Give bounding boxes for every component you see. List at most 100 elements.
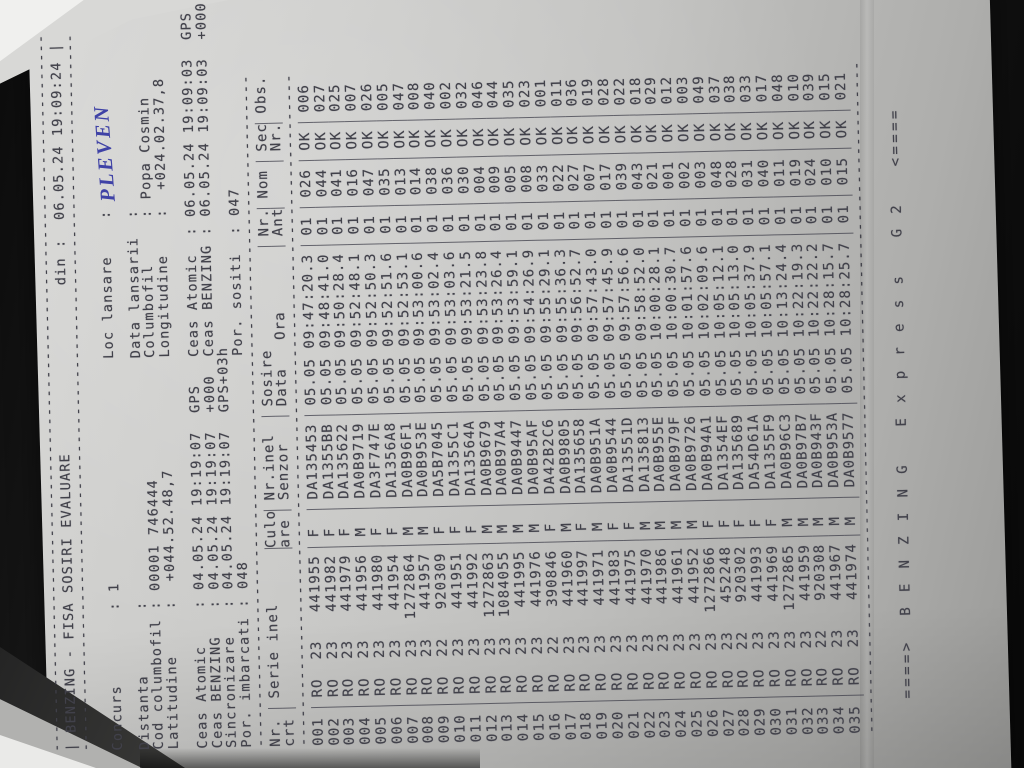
cell: 01 (409, 205, 427, 244)
cell: F (716, 500, 734, 539)
cell: 01 (378, 206, 396, 245)
cell: 039 (614, 153, 632, 202)
cell: 01 (725, 198, 743, 237)
cell: 007 (404, 715, 422, 744)
cell: 034 (831, 705, 848, 735)
cell: OK (755, 112, 773, 151)
cell: 009 (436, 714, 454, 744)
cell: 022 (641, 709, 659, 739)
cell: OK (344, 121, 362, 161)
cell: Nr. (267, 122, 285, 162)
footer-line: ====> B E N Z I N G E x p r e s s G 2 <=… (886, 107, 917, 699)
cell: 033 (535, 155, 553, 203)
cell: 014 (515, 712, 533, 742)
cell: 003 (693, 151, 711, 200)
cell: 020 (610, 710, 627, 740)
cell: F (748, 499, 766, 539)
cell: 01 (536, 202, 554, 241)
cell: M (780, 499, 797, 538)
cell: 013 (499, 712, 517, 742)
cell: 021 (626, 710, 643, 739)
cell: 006 (389, 715, 406, 745)
cell: 032 (799, 706, 817, 735)
cell: M (527, 504, 545, 544)
handwritten-location: PLEVEN (88, 103, 121, 211)
cell: M (559, 504, 576, 543)
cell: 01 (330, 207, 348, 246)
cell: 016 (547, 711, 564, 741)
cell: 01 (346, 206, 364, 246)
cell: M (653, 501, 671, 541)
cell: OK (360, 121, 378, 160)
cell: 023 (657, 709, 675, 739)
cell: OK (297, 122, 315, 162)
cell: OK (597, 116, 615, 155)
cell: 01 (788, 196, 806, 236)
cell: 022 (612, 68, 630, 117)
cell: 024 (673, 709, 691, 738)
cell: OK (328, 122, 346, 161)
cell: M (795, 498, 813, 537)
cell: 01 (488, 203, 506, 242)
cell: 01 (504, 203, 522, 242)
cell: 01 (804, 196, 822, 235)
cell: M (401, 507, 418, 546)
cell: are (277, 510, 294, 549)
cell: F (464, 506, 482, 545)
cell: 01 (299, 207, 317, 247)
cell: 01 (599, 201, 617, 240)
cell: 028 (736, 707, 754, 737)
cell: OK (818, 111, 836, 150)
cell: OK (707, 113, 725, 152)
cell: 01 (820, 196, 838, 235)
cell: OK (565, 116, 583, 156)
cell: 011 (468, 713, 485, 743)
cell: 01 (441, 204, 459, 243)
cell: 01 (646, 199, 664, 239)
cell (269, 161, 286, 209)
cell: 015 (531, 712, 548, 742)
cell: OK (392, 120, 410, 160)
cell: 026 (704, 708, 722, 738)
cell: 01 (757, 197, 775, 236)
cell: 015 (835, 148, 853, 197)
cell: 01 (662, 199, 680, 238)
cell: OK (581, 116, 599, 155)
cell: OK (455, 119, 473, 158)
cell: F (622, 502, 639, 541)
cell: M (590, 503, 608, 542)
cell: 018 (578, 711, 596, 740)
cell: 01 (425, 204, 443, 244)
cell: 01 (551, 202, 569, 241)
cell: 003 (341, 716, 359, 746)
document: ----------------------------------------… (33, 0, 955, 752)
cell: OK (423, 119, 441, 159)
cell: 01 (630, 200, 648, 239)
cell: F (369, 508, 387, 547)
cell: 021 (833, 63, 851, 112)
cell: M (353, 508, 371, 548)
cell: 01 (773, 197, 791, 236)
cell: OK (660, 114, 678, 153)
cell: M (416, 507, 434, 546)
cell: M (669, 501, 687, 540)
cell: 01 (520, 202, 538, 242)
cell: 031 (783, 706, 801, 736)
cell: M (685, 501, 703, 540)
cell: 005 (373, 715, 390, 745)
cell: F (732, 500, 750, 539)
cell: M (811, 498, 829, 537)
cell: OK (502, 118, 520, 157)
cell: M (480, 505, 497, 545)
cell: 025 (689, 708, 706, 738)
cell: OK (376, 121, 394, 160)
cell: 049 (691, 66, 709, 115)
cell: 002 (325, 716, 343, 746)
cell: 01 (678, 199, 696, 238)
paper-edge-shadow (140, 748, 480, 768)
cell: 027 (720, 707, 738, 737)
cell: M (495, 505, 513, 544)
cell: OK (613, 115, 631, 155)
cell: 01 (362, 206, 380, 245)
cell: OK (723, 113, 741, 152)
